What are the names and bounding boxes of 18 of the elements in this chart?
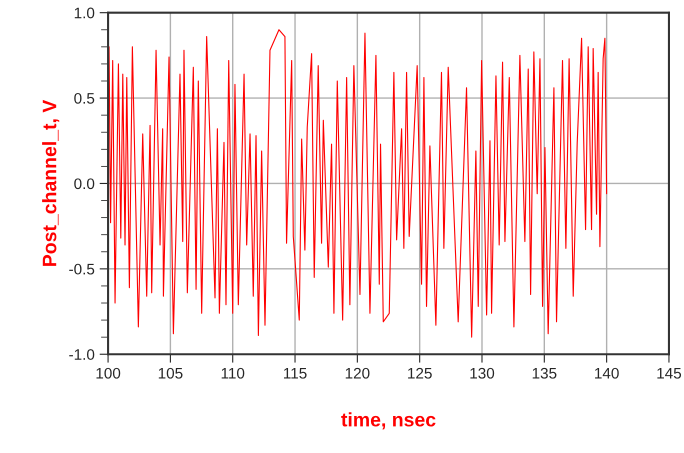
x-tick-label: 135	[532, 368, 556, 379]
x-tick-label: 100	[96, 368, 120, 379]
x-tick-label: 130	[470, 368, 494, 379]
y-tick-label: 0.0	[74, 178, 94, 190]
y-tick-label: 1.0	[74, 8, 94, 18]
x-axis-title: time, nsec	[341, 412, 436, 430]
x-tick-label: 105	[158, 368, 182, 379]
x-tick-label: 145	[657, 368, 682, 379]
x-tick-label: 110	[222, 368, 244, 379]
x-tick-label: 140	[595, 368, 619, 379]
y-tick-label: -0.5	[69, 264, 94, 275]
x-tick-label: 115	[284, 368, 307, 379]
x-tick-label: 125	[408, 368, 432, 379]
y-tick-label: -1.0	[69, 349, 94, 360]
y-tick-label: 0.5	[74, 92, 94, 104]
x-tick-label: 120	[346, 368, 370, 379]
line-series	[108, 29, 608, 338]
y-axis-title: Post_channel_t, V	[42, 100, 60, 266]
